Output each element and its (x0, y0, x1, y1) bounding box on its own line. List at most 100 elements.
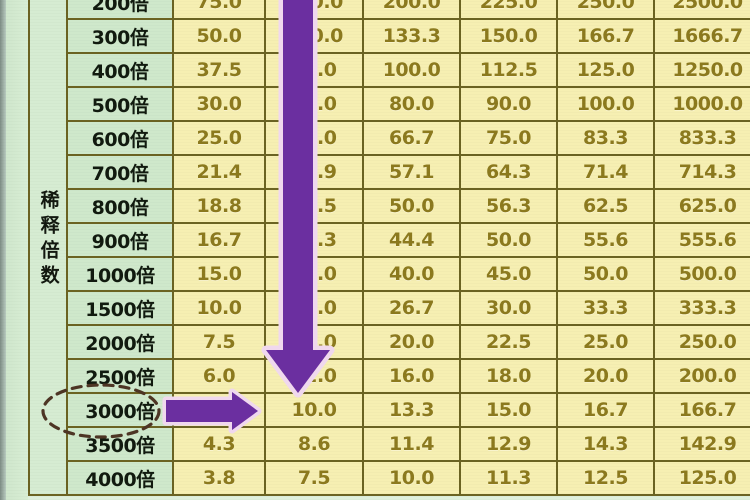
cell-r12-c2: 13.3 (362, 392, 461, 428)
cell-r11-c5: 200.0 (653, 358, 750, 394)
table-row: 4000倍 3.8 7.5 10.0 11.3 12.5 125.0 (29, 460, 750, 496)
cell-r1-c3: 150.0 (459, 18, 558, 54)
cell-r6-c0: 18.8 (172, 188, 266, 224)
row-label-3000倍: 3000倍 (66, 392, 174, 428)
cell-r11-c4: 20.0 (556, 358, 655, 394)
cell-r10-c5: 250.0 (653, 324, 750, 360)
row-label-3500倍: 3500倍 (66, 426, 174, 462)
cell-r2-c4: 125.0 (556, 52, 655, 88)
cell-r8-c0: 15.0 (172, 256, 266, 292)
cell-r8-c4: 50.0 (556, 256, 655, 292)
table-row: 1500倍 10.0 20.0 26.7 30.0 33.3 333.3 (29, 290, 750, 326)
cell-r4-c2: 66.7 (362, 120, 461, 156)
cell-r6-c3: 56.3 (459, 188, 558, 224)
cell-r7-c1: 33.3 (264, 222, 364, 258)
cell-r10-c0: 7.5 (172, 324, 266, 360)
cell-r10-c4: 25.0 (556, 324, 655, 360)
cell-r5-c5: 714.3 (653, 154, 750, 190)
cell-r9-c3: 30.0 (459, 290, 558, 326)
row-label-2000倍: 2000倍 (66, 324, 174, 360)
cell-r5-c1: 42.9 (264, 154, 364, 190)
cell-r13-c3: 12.9 (459, 426, 558, 462)
cell-r8-c3: 45.0 (459, 256, 558, 292)
cell-r2-c3: 112.5 (459, 52, 558, 88)
cell-r9-c0: 10.0 (172, 290, 266, 326)
cell-r14-c3: 11.3 (459, 460, 558, 496)
cell-r5-c3: 64.3 (459, 154, 558, 190)
cell-r9-c1: 20.0 (264, 290, 364, 326)
table-row: 500倍 30.0 60.0 80.0 90.0 100.0 1000.0 (29, 86, 750, 122)
cell-r7-c3: 50.0 (459, 222, 558, 258)
axis-label-cell: 稀释倍数 (28, 0, 68, 496)
cell-r11-c1: 12.0 (264, 358, 364, 394)
table-row: 800倍 18.8 37.5 50.0 56.3 62.5 625.0 (29, 188, 750, 224)
cell-r2-c0: 37.5 (172, 52, 266, 88)
cell-r1-c1: 100.0 (264, 18, 364, 54)
cell-r13-c0: 4.3 (172, 426, 266, 462)
cell-r12-c1: 10.0 (264, 392, 364, 428)
cell-r1-c5: 1666.7 (653, 18, 750, 54)
left-margin-panel (6, 0, 28, 500)
table-row: 1000倍 15.0 30.0 40.0 45.0 50.0 500.0 (29, 256, 750, 292)
cell-r14-c4: 12.5 (556, 460, 655, 496)
cell-r7-c0: 16.7 (172, 222, 266, 258)
cell-r14-c1: 7.5 (264, 460, 364, 496)
cell-r12-c0 (172, 392, 266, 428)
table-row: 3000倍 10.0 13.3 15.0 16.7 166.7 (29, 392, 750, 428)
cell-r13-c1: 8.6 (264, 426, 364, 462)
table-row: 600倍 25.0 50.0 66.7 75.0 83.3 833.3 (29, 120, 750, 156)
cell-r0-c4: 250.0 (556, 0, 655, 20)
cell-r4-c5: 833.3 (653, 120, 750, 156)
table-row: 400倍 37.5 75.0 100.0 112.5 125.0 1250.0 (29, 52, 750, 88)
row-label-700倍: 700倍 (66, 154, 174, 190)
row-label-800倍: 800倍 (66, 188, 174, 224)
cell-r4-c1: 50.0 (264, 120, 364, 156)
cell-r4-c4: 83.3 (556, 120, 655, 156)
dilution-table-container: 稀释倍数 200倍 75.0 150.0 200.0 225.0 250.0 2500.0 30… (28, 0, 750, 496)
cell-r3-c2: 80.0 (362, 86, 461, 122)
dilution-table: 稀释倍数 200倍 75.0 150.0 200.0 225.0 250.0 2500.0 30… (28, 0, 750, 496)
cell-r0-c0: 75.0 (172, 0, 266, 20)
cell-r14-c0: 3.8 (172, 460, 266, 496)
cell-r7-c4: 55.6 (556, 222, 655, 258)
cell-r5-c2: 57.1 (362, 154, 461, 190)
cell-r9-c2: 26.7 (362, 290, 461, 326)
cell-r8-c2: 40.0 (362, 256, 461, 292)
cell-r14-c5: 125.0 (653, 460, 750, 496)
table-row: 700倍 21.4 42.9 57.1 64.3 71.4 714.3 (29, 154, 750, 190)
row-label-2500倍: 2500倍 (66, 358, 174, 394)
cell-r2-c5: 1250.0 (653, 52, 750, 88)
cell-r13-c4: 14.3 (556, 426, 655, 462)
cell-r11-c0: 6.0 (172, 358, 266, 394)
cell-r10-c3: 22.5 (459, 324, 558, 360)
cell-r7-c5: 555.6 (653, 222, 750, 258)
cell-r4-c3: 75.0 (459, 120, 558, 156)
row-label-200倍: 200倍 (66, 0, 174, 20)
table-row: 2500倍 6.0 12.0 16.0 18.0 20.0 200.0 (29, 358, 750, 394)
cell-r6-c4: 62.5 (556, 188, 655, 224)
cell-r13-c2: 11.4 (362, 426, 461, 462)
cell-r7-c2: 44.4 (362, 222, 461, 258)
table-row: 300倍 50.0 100.0 133.3 150.0 166.7 1666.7 (29, 18, 750, 54)
cell-r1-c4: 166.7 (556, 18, 655, 54)
cell-r11-c2: 16.0 (362, 358, 461, 394)
row-label-500倍: 500倍 (66, 86, 174, 122)
cell-r6-c2: 50.0 (362, 188, 461, 224)
cell-r12-c3: 15.0 (459, 392, 558, 428)
cell-r6-c1: 37.5 (264, 188, 364, 224)
cell-r6-c5: 625.0 (653, 188, 750, 224)
table-row: 2000倍 7.5 15.0 20.0 22.5 25.0 250.0 (29, 324, 750, 360)
row-label-4000倍: 4000倍 (66, 460, 174, 496)
cell-r0-c1: 150.0 (264, 0, 364, 20)
cell-r13-c5: 142.9 (653, 426, 750, 462)
cell-r0-c2: 200.0 (362, 0, 461, 20)
cell-r9-c5: 333.3 (653, 290, 750, 326)
cell-r5-c4: 71.4 (556, 154, 655, 190)
cell-r10-c1: 15.0 (264, 324, 364, 360)
cell-r0-c3: 225.0 (459, 0, 558, 20)
cell-r0-c5: 2500.0 (653, 0, 750, 20)
cell-r3-c0: 30.0 (172, 86, 266, 122)
cell-r10-c2: 20.0 (362, 324, 461, 360)
table-row: 900倍 16.7 33.3 44.4 50.0 55.6 555.6 (29, 222, 750, 258)
cell-r12-c4: 16.7 (556, 392, 655, 428)
